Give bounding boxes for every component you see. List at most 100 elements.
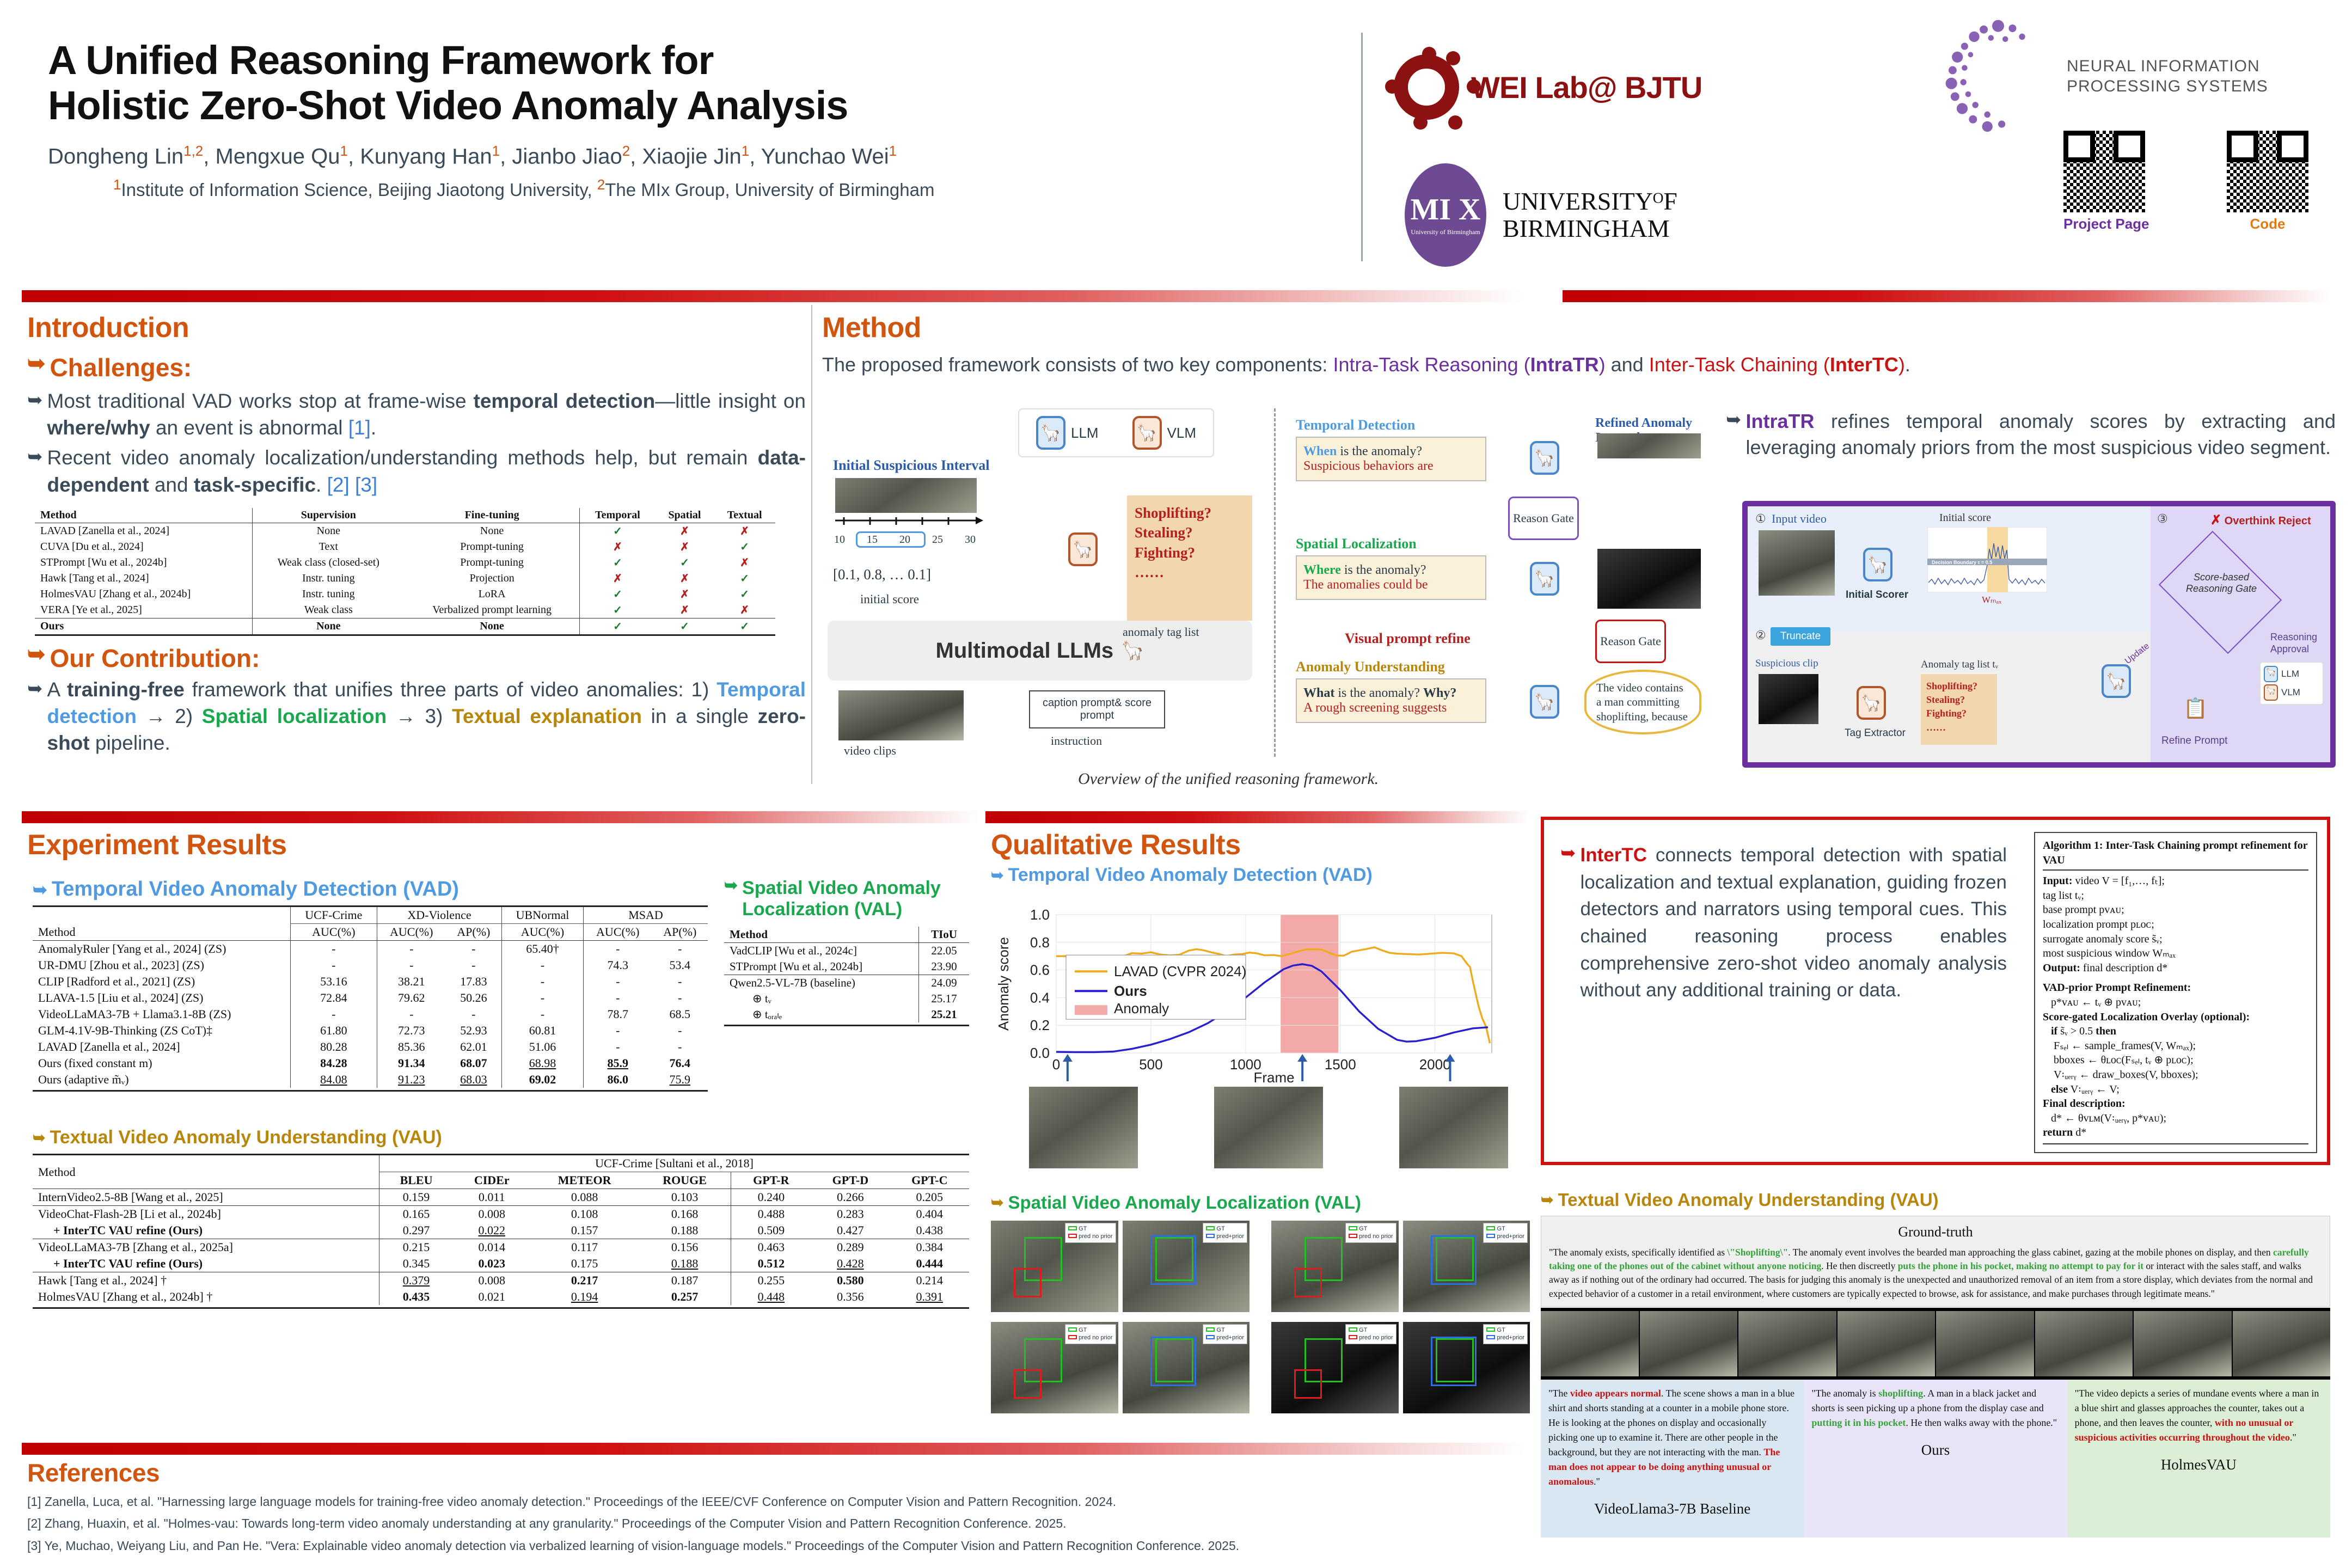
legend-gt: GT: [1486, 1326, 1524, 1334]
vad-results-block: ➥ Temporal Video Anomaly Detection (VAD)…: [33, 878, 713, 1092]
qual-val-heading: ➥ Spatial Video Anomaly Localization (VA…: [991, 1192, 1530, 1213]
svg-text:1.0: 1.0: [1030, 907, 1050, 923]
suspicious-clip-label: Suspicious clip: [1755, 658, 1818, 669]
algorithm-line: VAD-prior Prompt Refinement:: [2043, 982, 2191, 994]
svg-text:1000: 1000: [1230, 1056, 1261, 1073]
ground-truth-box: Ground-truth "The anomaly exists, specif…: [1541, 1216, 2330, 1307]
framework-diagram: 🦙 LLM 🦙 VLM Initial Suspicious Interval …: [822, 403, 1704, 762]
table-row: VadCLIP [Wu et al., 2024c] 22.05: [724, 942, 969, 959]
val-example-pair: GT pred no prior GT pred+prior: [1271, 1322, 1530, 1413]
vad-heading: ➥ Temporal Video Anomaly Detection (VAD): [33, 878, 713, 901]
arrow-icon: ➥: [33, 1129, 46, 1146]
val-examples-grid: GT pred no prior GT pred+prior GT pred n…: [991, 1221, 1530, 1413]
initial-score-plot: Decision Boundary τ = 0.5: [1927, 527, 2047, 592]
neurips-text: NEURAL INFORMATION PROCESSING SYSTEMS: [2067, 56, 2268, 97]
title-line-1: A Unified Reasoning Framework for: [48, 38, 714, 83]
anomaly-score-chart: 0.0 0.2 0.4 0.6 0.8 1.0 0 500 1000 1500 2000 Frame A…: [996, 907, 1492, 1086]
table-row: + InterTC VAU refine (Ours) 0.297 0.022 0.1…: [33, 1222, 969, 1239]
table-row: Qwen2.5-VL-7B (baseline) 24.09: [724, 975, 969, 991]
comparison-model-name: Ours: [1921, 1442, 1950, 1459]
legend-pred: pred no prior: [1068, 1233, 1113, 1240]
intertc-text-block: ➥ InterTC connects temporal detection wi…: [1560, 842, 2007, 1004]
table-row: HolmesVAU [Zhang et al., 2024b] † 0.435 0.…: [33, 1289, 969, 1305]
algorithm-line: bboxes ← θʟᴏᴄ(Fₛₑₗ, tᵥ ⊕ pʟᴏᴄ);: [2043, 1054, 2194, 1067]
initial-score-label: initial score: [860, 592, 919, 606]
qual-vau-block: ➥ Textual Video Anomaly Understanding (V…: [1541, 1190, 2330, 1538]
model-legend: 🦙 LLM 🦙 VLM: [1018, 408, 1214, 457]
method-comparison-table-wrap: Method Supervision Fine-tuning Temporal …: [35, 507, 806, 636]
legend-gt: GT: [1486, 1225, 1524, 1233]
temporal-answer: Suspicious behaviors are: [1303, 459, 1434, 473]
author-list: Dongheng Lin1,2, Mengxue Qu1, Kunyang Ha…: [48, 142, 897, 169]
truncate-box[interactable]: Truncate: [1771, 627, 1830, 646]
qr-code-repo[interactable]: Code: [2227, 131, 2308, 232]
section-bar-introduction: [22, 290, 1524, 302]
video-frames-strip: [835, 478, 977, 513]
arrow-icon: ➥: [27, 642, 46, 666]
algorithm-line: V꞉ᵤₑᵣᵧ ← draw_boxes(V, bboxes);: [2043, 1068, 2198, 1081]
algorithm-box: Algorithm 1: Inter-Task Chaining prompt …: [2034, 832, 2317, 1153]
tag-line: ……: [1135, 564, 1164, 581]
reason-gate-visual: Reason Gate: [1595, 620, 1666, 663]
table-row: ⊕ tᵥ 25.17: [724, 991, 969, 1007]
check-icon: ✓: [740, 620, 750, 633]
arrow-icon: ➥: [991, 866, 1004, 884]
comparison-column: "The video depicts a series of mundane e…: [2067, 1380, 2330, 1538]
svg-text:1500: 1500: [1325, 1056, 1356, 1073]
output-thought-cloud: The video contains a man committing shop…: [1584, 670, 1701, 734]
table-row: + InterTC VAU refine (Ours) 0.345 0.023 0.1…: [33, 1255, 969, 1272]
val-heading-line-1: Spatial Video Anomaly: [742, 878, 941, 898]
cross-icon: ✗: [2210, 513, 2222, 528]
tag-note: Shoplifting? Stealing? Fighting? ……: [1921, 674, 1997, 745]
comparison-model-name: VideoLlama3-7B Baseline: [1594, 1500, 1751, 1517]
birmingham-logo: MI X University of Birmingham UNIVERSITY…: [1405, 163, 1677, 267]
ground-truth-title: Ground-truth: [1898, 1224, 1973, 1240]
qualitative-section: Qualitative Results ➥ Temporal Video Ano…: [991, 823, 1530, 886]
university-name: UNIVERSITYᴼF BIRMINGHAM: [1503, 188, 1677, 242]
legend-gt: GT: [1206, 1326, 1244, 1334]
frame-thumbnail: [1399, 1087, 1508, 1168]
svg-text:Ours: Ours: [1114, 983, 1147, 999]
val-example-image: GT pred+prior: [1402, 1322, 1530, 1413]
val-heading: ➥ Spatial Video Anomaly Localization (VA…: [724, 877, 980, 920]
frame-thumbnail: [1639, 1311, 1737, 1377]
qual-vau-heading-label: Textual Video Anomaly Understanding (VAU…: [1558, 1190, 1939, 1210]
challenge-2-text: Recent video anomaly localization/unders…: [47, 446, 806, 496]
algorithm-line: Score-gated Localization Overlay (option…: [2043, 1010, 2250, 1023]
refined-frames-strip: [1597, 433, 1701, 458]
qr-project-label: Project Page: [2063, 216, 2149, 232]
comparison-column: "The video appears normal. The scene sho…: [1541, 1380, 1804, 1538]
llm-label: LLM: [1070, 424, 1099, 441]
cross-icon: ✗: [680, 572, 689, 585]
reference-item: [3] Ye, Muchao, Weiyang Liu, and Pan He.…: [27, 1538, 1240, 1553]
arrow-icon: ➥: [1560, 843, 1576, 863]
comparison-text: "The video appears normal. The scene sho…: [1548, 1388, 1794, 1487]
challenge-item-1: ➥ Most traditional VAD works stop at fra…: [27, 388, 806, 441]
intratr-diagram: ① Input video 🦙 Initial Scorer Initial s…: [1742, 501, 2336, 768]
diagram-divider: [1274, 408, 1276, 757]
mix-oval-icon: MI X University of Birmingham: [1405, 163, 1486, 267]
llm-llama-icon: 🦙: [2264, 666, 2278, 682]
initial-interval-label: Initial Suspicious Interval: [833, 457, 990, 473]
algorithm-line: else V꞉ᵤₑᵣᵧ ← V;: [2051, 1083, 2120, 1095]
tag-lines: Shoplifting? Stealing? Fighting? ……: [1135, 503, 1245, 583]
comparison-model-name: HolmesVAU: [2160, 1456, 2237, 1473]
svg-text:LAVAD (CVPR 2024): LAVAD (CVPR 2024): [1114, 963, 1246, 979]
frame-thumbnail: [1837, 1311, 1935, 1377]
arrow-icon: ➥: [1541, 1191, 1554, 1208]
table-row: VideoLLaMA3-7B + Llama3.1-8B (ZS) - - - -78.…: [33, 1006, 708, 1022]
llm-llama-icon: 🦙: [1530, 562, 1559, 596]
vad-results-table: Method UCF-Crime XD-Violence UBNormal MS…: [33, 905, 708, 1092]
svg-text:0.4: 0.4: [1030, 989, 1050, 1006]
table-row: STPrompt [Wu et al., 2024b] 23.90: [724, 959, 969, 975]
algorithm-line: surrogate anomaly score s̃ᵥ;: [2043, 933, 2163, 945]
references-title: References: [27, 1459, 160, 1487]
svg-text:0.6: 0.6: [1030, 962, 1050, 978]
legend-pred: pred no prior: [1068, 1334, 1113, 1342]
qr-project-page[interactable]: Project Page: [2063, 131, 2149, 232]
table-row: UR-DMU [Zhou et al., 2023] (ZS) - - - -74.3 5…: [33, 957, 708, 973]
method-section: Method The proposed framework consists o…: [822, 306, 2336, 378]
wei-lab-label: WEI Lab@ BJTU: [1471, 70, 1702, 105]
table-row: ⊕ tₒᵣₐₗₑ 25.21: [724, 1007, 969, 1023]
